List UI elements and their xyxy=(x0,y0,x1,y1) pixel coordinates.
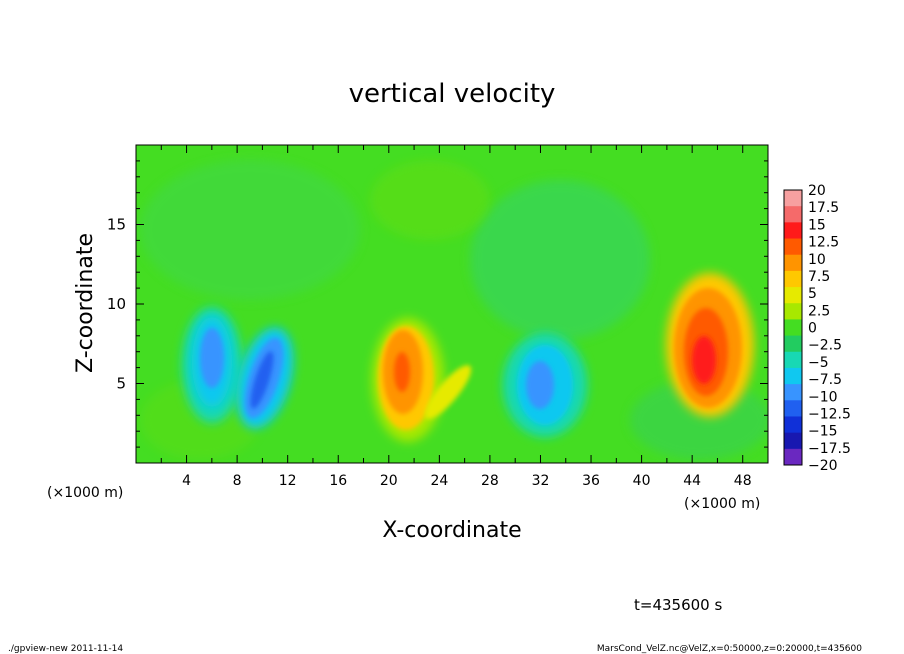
y-tick-label: 15 xyxy=(107,216,126,234)
y-tick-label: 5 xyxy=(116,375,126,393)
colorbar-label: −7.5 xyxy=(808,372,842,388)
colorbar-swatch xyxy=(784,367,802,385)
x-tick-label: 16 xyxy=(329,473,347,489)
downdraft-2 xyxy=(236,327,294,429)
colorbar-swatch xyxy=(784,351,802,369)
x-tick-label: 24 xyxy=(430,473,448,489)
updraft-tail xyxy=(424,365,472,419)
colorbar-swatch xyxy=(784,270,802,288)
colorbar-label: 17.5 xyxy=(808,200,839,216)
x-unit-left: (×1000 m) xyxy=(47,485,123,501)
colorbar-swatch xyxy=(784,254,802,272)
colorbar-swatch xyxy=(784,432,802,450)
colorbar-label: −10 xyxy=(808,389,838,405)
colorbar-label: 0 xyxy=(808,321,817,337)
y-tick-label: 10 xyxy=(107,295,126,313)
chart-title: vertical velocity xyxy=(349,79,556,109)
colorbar-swatch xyxy=(784,319,802,337)
x-tick-label: 20 xyxy=(380,473,398,489)
heatmap-field xyxy=(136,145,768,463)
x-tick-label: 40 xyxy=(633,473,651,489)
colorbar-swatch xyxy=(784,238,802,256)
colorbar-swatch xyxy=(784,206,802,223)
colorbar-label: −5 xyxy=(808,355,829,371)
y-axis: 5 10 15 xyxy=(107,160,768,448)
colorbar-swatch xyxy=(784,287,802,304)
x-tick-label: 32 xyxy=(532,473,550,489)
x-axis: 4 8 12 16 20 24 28 32 36 40 44 48 xyxy=(160,145,752,489)
colorbar-label: 10 xyxy=(808,252,826,268)
x-tick-label: 44 xyxy=(683,473,701,489)
colorbar-frame xyxy=(783,189,803,466)
footer-right: MarsCond_VelZ.nc@VelZ,x=0:50000,z=0:2000… xyxy=(597,644,862,654)
colorbar-label: −17.5 xyxy=(808,441,851,457)
colorbar-swatch xyxy=(784,416,802,434)
field-shade xyxy=(470,180,650,340)
y-axis-label: Z-coordinate xyxy=(73,233,98,373)
updraft-1 xyxy=(372,318,444,442)
x-tick-label: 48 xyxy=(734,473,752,489)
field-shade xyxy=(370,160,490,240)
colorbar-swatch xyxy=(784,190,802,207)
x-tick-label: 36 xyxy=(582,473,600,489)
colorbar-label: −20 xyxy=(808,458,838,474)
colorbar-label: −2.5 xyxy=(808,338,842,354)
colorbar-label: 2.5 xyxy=(808,303,830,319)
colorbar-swatch xyxy=(784,335,802,353)
colorbar-label: 15 xyxy=(808,217,826,233)
colorbar-swatch xyxy=(784,448,802,466)
colorbar-label: −12.5 xyxy=(808,406,851,422)
colorbar-label: −15 xyxy=(808,424,838,440)
x-tick-label: 12 xyxy=(279,473,297,489)
colorbar-label: 7.5 xyxy=(808,269,830,285)
x-tick-label: 8 xyxy=(233,473,242,489)
colorbar-label: 20 xyxy=(808,183,826,199)
colorbar-label: 5 xyxy=(808,286,817,302)
colorbar-swatch xyxy=(784,303,802,320)
colorbar-swatch xyxy=(784,384,802,401)
colorbar-swatch xyxy=(784,222,802,240)
downdraft-3 xyxy=(503,333,587,437)
time-label: t=435600 s xyxy=(634,596,722,614)
colorbar-swatch xyxy=(784,400,802,417)
field-shade xyxy=(140,160,360,300)
x-tick-label: 4 xyxy=(182,473,191,489)
downdraft-1 xyxy=(182,307,242,423)
colorbar-label: 12.5 xyxy=(808,235,839,251)
updraft-2 xyxy=(666,273,754,417)
x-axis-label: X-coordinate xyxy=(382,518,521,543)
x-tick-label: 28 xyxy=(481,473,499,489)
x-unit-right: (×1000 m) xyxy=(684,496,760,512)
footer-left: ./gpview-new 2011-11-14 xyxy=(8,644,123,654)
